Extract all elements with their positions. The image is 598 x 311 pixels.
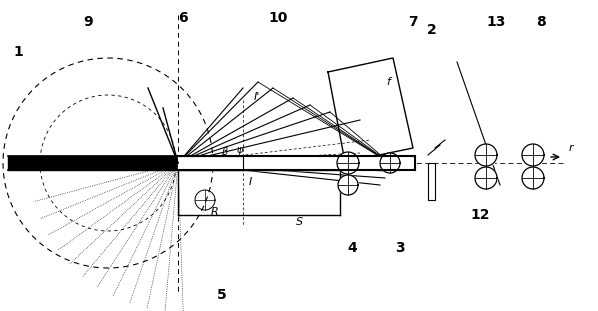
Text: 7: 7 xyxy=(408,15,418,29)
Text: 2: 2 xyxy=(427,23,437,37)
Text: 13: 13 xyxy=(486,15,506,29)
Text: 8: 8 xyxy=(536,15,546,29)
Text: 9: 9 xyxy=(83,15,93,29)
Text: r: r xyxy=(569,143,573,153)
Text: 1: 1 xyxy=(13,45,23,59)
Text: 10: 10 xyxy=(269,11,288,25)
Text: I': I' xyxy=(254,92,260,102)
Text: R: R xyxy=(211,207,219,217)
Text: 4: 4 xyxy=(347,241,357,255)
Text: 6: 6 xyxy=(178,11,188,25)
Text: 3: 3 xyxy=(395,241,405,255)
Text: β: β xyxy=(221,147,227,157)
Text: f: f xyxy=(386,77,390,87)
Text: I: I xyxy=(248,177,252,187)
Text: ψ: ψ xyxy=(237,145,243,155)
Bar xyxy=(428,163,435,200)
Text: S: S xyxy=(297,217,304,227)
Text: 12: 12 xyxy=(470,208,490,222)
Text: 5: 5 xyxy=(217,288,227,302)
